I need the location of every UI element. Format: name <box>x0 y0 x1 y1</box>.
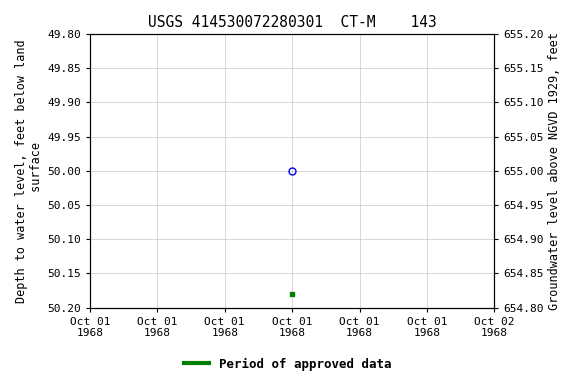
Title: USGS 414530072280301  CT-M    143: USGS 414530072280301 CT-M 143 <box>148 15 437 30</box>
Legend: Period of approved data: Period of approved data <box>179 353 397 376</box>
Y-axis label: Groundwater level above NGVD 1929, feet: Groundwater level above NGVD 1929, feet <box>548 32 561 310</box>
Y-axis label: Depth to water level, feet below land
 surface: Depth to water level, feet below land su… <box>15 39 43 303</box>
